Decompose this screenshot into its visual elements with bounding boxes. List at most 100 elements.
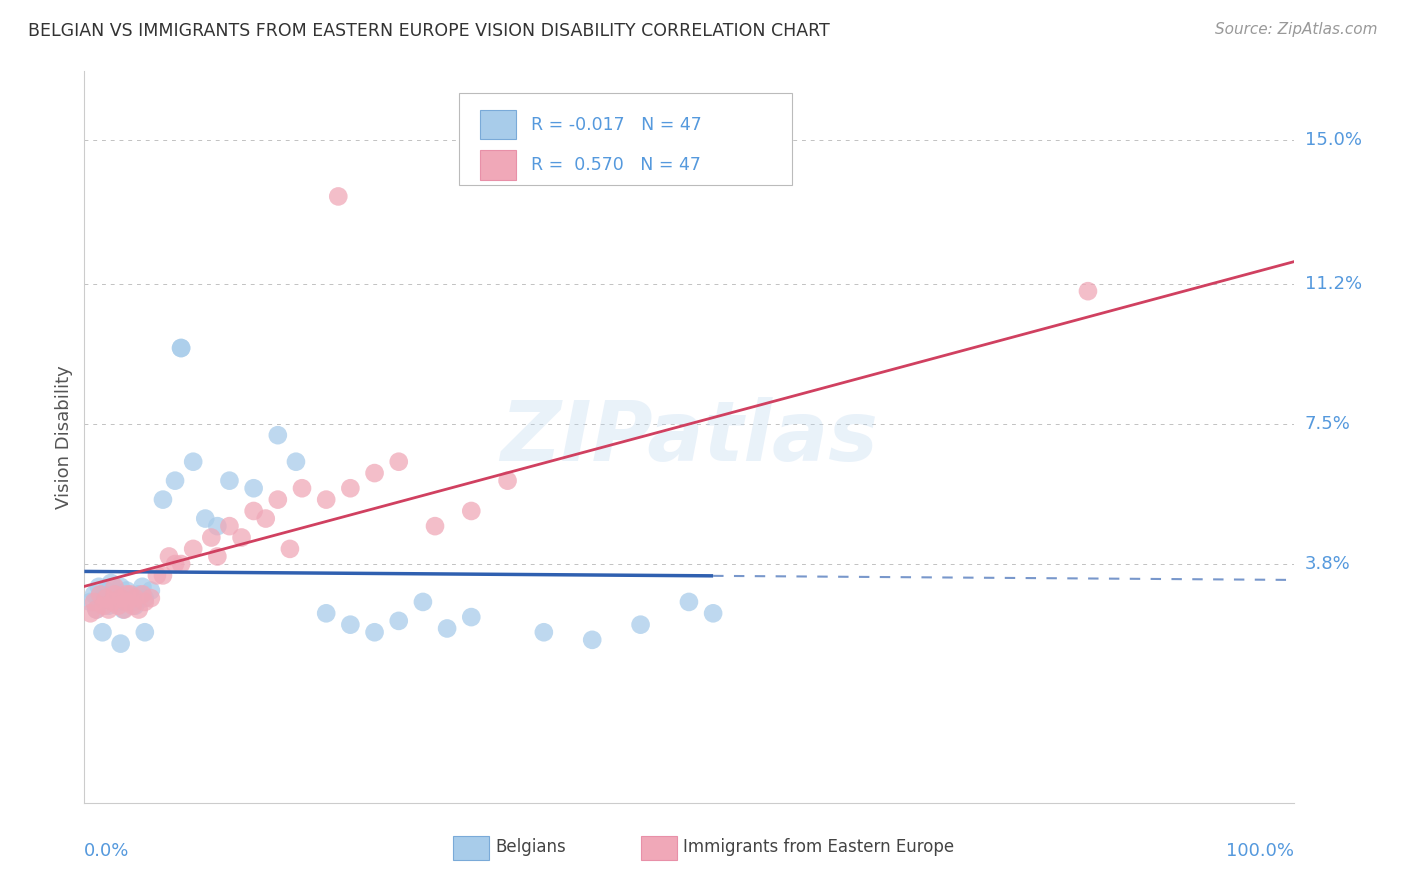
Point bbox=[115, 595, 138, 609]
Point bbox=[131, 587, 153, 601]
Point bbox=[124, 591, 146, 606]
Point bbox=[581, 632, 603, 647]
Point bbox=[254, 511, 277, 525]
Point bbox=[128, 587, 150, 601]
Text: 15.0%: 15.0% bbox=[1305, 130, 1361, 149]
Point bbox=[120, 587, 142, 601]
Point bbox=[460, 504, 482, 518]
Point bbox=[291, 481, 314, 495]
Point bbox=[363, 625, 385, 640]
Point bbox=[218, 474, 240, 488]
Text: Belgians: Belgians bbox=[495, 838, 567, 856]
Text: 3.8%: 3.8% bbox=[1305, 555, 1350, 573]
Point bbox=[146, 568, 169, 582]
Point bbox=[284, 455, 308, 469]
Point bbox=[115, 587, 138, 601]
Point bbox=[242, 481, 264, 495]
Text: 100.0%: 100.0% bbox=[1226, 842, 1294, 860]
Point bbox=[110, 591, 132, 606]
Point bbox=[1077, 284, 1099, 298]
Point bbox=[388, 455, 411, 469]
Point bbox=[83, 587, 105, 601]
Point bbox=[170, 341, 193, 355]
Point bbox=[152, 492, 174, 507]
Point bbox=[278, 541, 301, 556]
FancyBboxPatch shape bbox=[453, 836, 489, 860]
Point bbox=[242, 504, 264, 518]
Y-axis label: Vision Disability: Vision Disability bbox=[55, 365, 73, 509]
Point bbox=[128, 602, 150, 616]
Point bbox=[79, 607, 101, 621]
Point bbox=[315, 492, 337, 507]
FancyBboxPatch shape bbox=[479, 151, 516, 179]
Point bbox=[207, 549, 229, 564]
Point bbox=[231, 531, 253, 545]
Point bbox=[267, 492, 290, 507]
Point bbox=[207, 519, 229, 533]
Text: 0.0%: 0.0% bbox=[84, 842, 129, 860]
Point bbox=[702, 607, 724, 621]
Point bbox=[121, 595, 143, 609]
Point bbox=[107, 599, 129, 613]
Point bbox=[83, 595, 105, 609]
Point bbox=[86, 602, 108, 616]
Point bbox=[134, 595, 156, 609]
Point bbox=[115, 583, 138, 598]
Point bbox=[107, 595, 129, 609]
Point bbox=[104, 587, 127, 601]
Point bbox=[110, 637, 132, 651]
FancyBboxPatch shape bbox=[460, 94, 792, 185]
Point bbox=[339, 481, 361, 495]
Text: R =  0.570   N = 47: R = 0.570 N = 47 bbox=[530, 156, 700, 174]
Point bbox=[134, 591, 156, 606]
Point bbox=[460, 610, 482, 624]
Point bbox=[86, 602, 108, 616]
Point bbox=[315, 607, 337, 621]
Point bbox=[139, 583, 162, 598]
Point bbox=[101, 595, 124, 609]
Point bbox=[87, 580, 110, 594]
Point bbox=[388, 614, 411, 628]
Point bbox=[91, 591, 114, 606]
Point bbox=[170, 341, 193, 355]
Point bbox=[181, 455, 204, 469]
Point bbox=[97, 602, 120, 616]
Text: Source: ZipAtlas.com: Source: ZipAtlas.com bbox=[1215, 22, 1378, 37]
Point bbox=[112, 602, 135, 616]
Text: ZIPatlas: ZIPatlas bbox=[501, 397, 877, 477]
Point bbox=[423, 519, 446, 533]
Point bbox=[121, 599, 143, 613]
Point bbox=[339, 617, 361, 632]
Point bbox=[412, 595, 434, 609]
Point bbox=[496, 474, 519, 488]
Point bbox=[104, 587, 127, 601]
FancyBboxPatch shape bbox=[479, 110, 516, 139]
Point bbox=[678, 595, 700, 609]
Point bbox=[139, 591, 162, 606]
Point bbox=[93, 599, 115, 613]
Point bbox=[100, 576, 122, 591]
Point bbox=[97, 599, 120, 613]
Point bbox=[363, 466, 385, 480]
Point bbox=[152, 568, 174, 582]
Text: R = -0.017   N = 47: R = -0.017 N = 47 bbox=[530, 116, 702, 134]
FancyBboxPatch shape bbox=[641, 836, 676, 860]
Point bbox=[200, 531, 222, 545]
Point bbox=[104, 580, 127, 594]
Point bbox=[328, 189, 350, 203]
Point bbox=[94, 591, 117, 606]
Point bbox=[165, 474, 187, 488]
Point bbox=[181, 541, 204, 556]
Point bbox=[165, 557, 187, 571]
Point bbox=[134, 625, 156, 640]
Point bbox=[89, 587, 111, 601]
Point bbox=[94, 583, 117, 598]
Point bbox=[218, 519, 240, 533]
Point bbox=[194, 511, 217, 525]
Point bbox=[91, 625, 114, 640]
Point bbox=[120, 591, 142, 606]
Point bbox=[630, 617, 652, 632]
Point bbox=[79, 595, 101, 609]
Text: 7.5%: 7.5% bbox=[1305, 415, 1351, 433]
Point bbox=[112, 602, 135, 616]
